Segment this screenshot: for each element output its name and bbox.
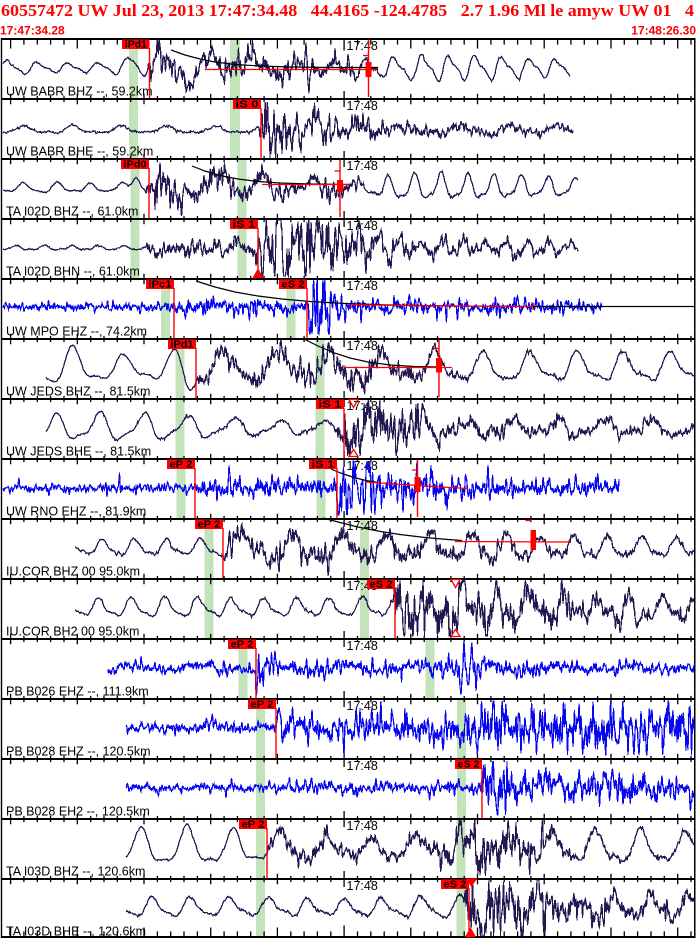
svg-text:iS 1: iS 1	[312, 460, 336, 471]
svg-text:eP 2: eP 2	[231, 640, 254, 651]
svg-text:17:48: 17:48	[347, 399, 378, 413]
svg-text:TA I02D BHN --, 61.0km: TA I02D BHN --, 61.0km	[6, 265, 140, 279]
svg-text:17:48: 17:48	[347, 519, 378, 533]
svg-text:iPd1: iPd1	[125, 40, 147, 51]
svg-text:eP 2: eP 2	[198, 520, 221, 531]
svg-text:PB B028 EHZ --, 120.5km: PB B028 EHZ --, 120.5km	[6, 745, 151, 759]
svg-text:UW RNO EHZ --, 81.9km: UW RNO EHZ --, 81.9km	[6, 505, 146, 519]
svg-text:UW BABR BHZ --, 59.2km: UW BABR BHZ --, 59.2km	[6, 85, 153, 99]
svg-text:60557472 UW Jul 23, 2013 17:47: 60557472 UW Jul 23, 2013 17:47:34.48 44.…	[1, 1, 694, 20]
svg-text:iPd1: iPd1	[171, 340, 194, 351]
svg-text:iPd0: iPd0	[124, 160, 147, 171]
svg-text:17:48: 17:48	[347, 219, 378, 233]
svg-text:eP 2: eP 2	[251, 700, 274, 711]
svg-text:eS 2: eS 2	[444, 880, 467, 891]
svg-text:eP 2: eP 2	[242, 820, 265, 831]
svg-text:IU.COR BHZ 00 95.0km: IU.COR BHZ 00 95.0km	[6, 565, 140, 579]
svg-text:UW MPO EHZ --, 74.2km: UW MPO EHZ --, 74.2km	[6, 325, 147, 339]
svg-text:17:47:34.28: 17:47:34.28	[0, 24, 65, 38]
svg-text:iPc1: iPc1	[149, 280, 172, 291]
svg-text:PB B028 EH2 --, 120.5km: PB B028 EH2 --, 120.5km	[6, 805, 150, 819]
svg-text:17:48: 17:48	[347, 339, 378, 353]
svg-text:PB B026 EHZ --, 111.9km: PB B026 EHZ --, 111.9km	[6, 685, 149, 699]
svg-text:TA I03D BHZ --, 120.6km: TA I03D BHZ --, 120.6km	[6, 865, 145, 879]
svg-text:17:48: 17:48	[347, 879, 378, 893]
svg-text:17:48: 17:48	[347, 99, 378, 113]
svg-text:iS 1: iS 1	[319, 400, 343, 411]
svg-text:17:48: 17:48	[347, 279, 378, 293]
svg-text:17:48: 17:48	[347, 639, 378, 653]
svg-text:TA I02D BHZ --, 61.0km: TA I02D BHZ --, 61.0km	[6, 205, 138, 219]
svg-text:eP 2: eP 2	[170, 460, 193, 471]
svg-text:eS 2: eS 2	[282, 280, 305, 291]
svg-text:IU.COR BH2 00 95.0km: IU.COR BH2 00 95.0km	[6, 625, 139, 639]
svg-text:UW JEDS BHZ --, 81.5km: UW JEDS BHZ --, 81.5km	[6, 385, 150, 399]
svg-text:iS 1: iS 1	[233, 220, 257, 231]
svg-text:17:48: 17:48	[347, 459, 378, 473]
svg-text:17:48: 17:48	[347, 819, 378, 833]
svg-text:17:48:26.30: 17:48:26.30	[631, 24, 696, 38]
svg-text:eS 2: eS 2	[370, 580, 393, 591]
svg-text:17:48: 17:48	[347, 39, 378, 53]
svg-text:UW JEDS BHE --, 81.5km: UW JEDS BHE --, 81.5km	[6, 445, 151, 459]
svg-text:17:48: 17:48	[347, 699, 378, 713]
svg-text:iS 0: iS 0	[236, 100, 260, 111]
svg-text:eS 2: eS 2	[458, 760, 480, 771]
svg-text:17:48: 17:48	[347, 759, 378, 773]
svg-text:UW BABR BHE --, 59.2km: UW BABR BHE --, 59.2km	[6, 145, 153, 159]
svg-text:17:48: 17:48	[347, 159, 378, 173]
svg-text:TA I03D BHE --, 120.6km: TA I03D BHE --, 120.6km	[6, 925, 146, 939]
